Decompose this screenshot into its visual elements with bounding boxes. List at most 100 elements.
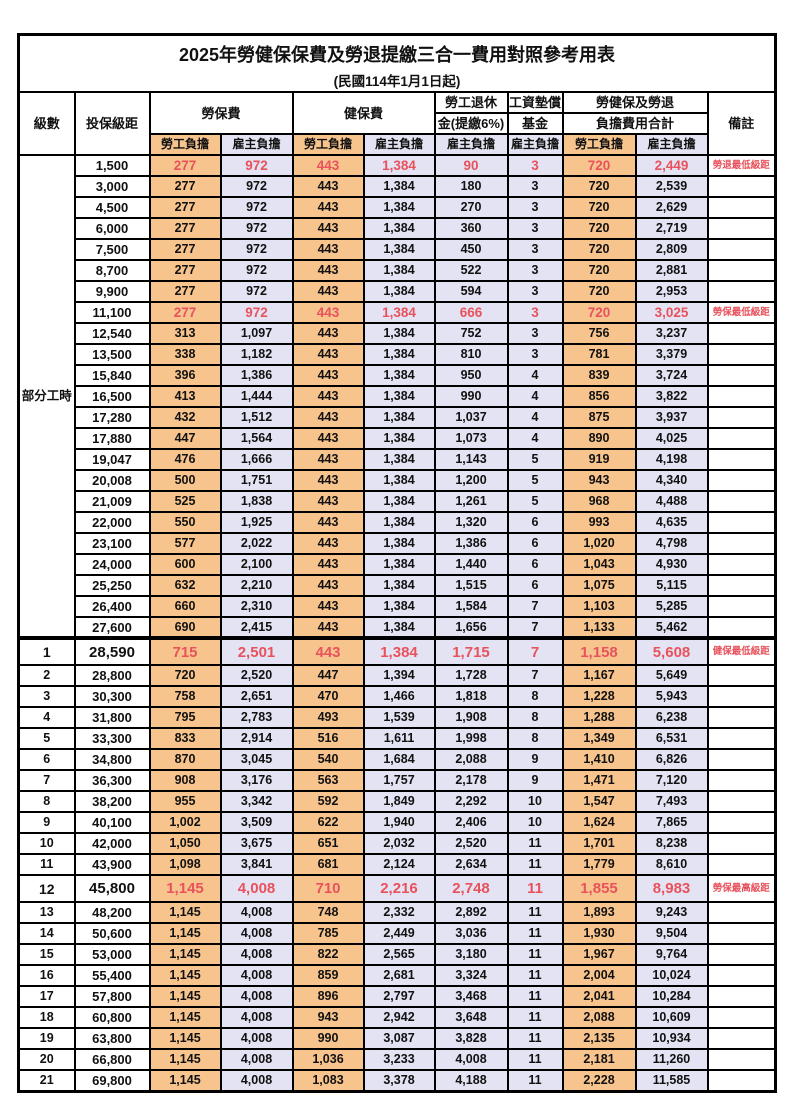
pension-cell: 2,892 [433, 901, 509, 924]
labor-ins-employee-cell: 1,145 [148, 1069, 222, 1092]
health-ins-employee-cell: 443 [291, 238, 365, 261]
remark-cell [706, 574, 777, 597]
wage-fund-cell: 11 [506, 901, 564, 924]
total-employer-cell: 5,649 [634, 664, 709, 687]
health-ins-employee-cell: 651 [291, 832, 365, 855]
level-cell: 9 [17, 811, 76, 834]
pension-cell: 2,634 [433, 853, 509, 876]
remark-cell [706, 616, 777, 639]
pension-cell: 3,036 [433, 922, 509, 945]
subheader-pension-employer: 雇主負擔 [433, 133, 509, 156]
remark-cell [706, 790, 777, 813]
subheader-labor-ins-employee: 勞工負擔 [148, 133, 222, 156]
wage-fund-cell: 5 [506, 448, 564, 471]
bracket-cell: 69,800 [73, 1069, 151, 1092]
title-cell: 2025年勞健保保費及勞退提繳三合一費用對照參考用表 (民國114年1月1日起) [17, 33, 777, 93]
level-cell: 3 [17, 685, 76, 708]
health-ins-employee-cell: 443 [291, 175, 365, 198]
pension-cell: 1,728 [433, 664, 509, 687]
remark-cell [706, 490, 777, 513]
health-ins-employer-cell: 1,384 [362, 364, 436, 387]
table-row: 13,500 338 1,182 443 1,384 810 3 781 3,379 [19, 343, 777, 366]
total-employer-cell: 4,635 [634, 511, 709, 534]
labor-ins-employee-cell: 715 [148, 636, 222, 666]
table-row: 21 69,800 1,145 4,008 1,083 3,378 4,188 11 2,228… [17, 1069, 777, 1092]
remark-cell [706, 427, 777, 450]
total-employer-cell: 2,719 [634, 217, 709, 240]
table-row: 3 30,300 758 2,651 470 1,466 1,818 8 1,228 5,943 [17, 685, 777, 708]
labor-ins-employer-cell: 3,045 [219, 748, 294, 771]
table-row: 17 57,800 1,145 4,008 896 2,797 3,468 11 2,041 10… [17, 985, 777, 1008]
labor-ins-employee-cell: 277 [148, 259, 222, 282]
subheader-labor-ins-employer: 雇主負擔 [219, 133, 294, 156]
bracket-cell: 17,280 [73, 406, 151, 429]
total-employee-cell: 943 [561, 469, 637, 492]
labor-ins-employee-cell: 1,145 [148, 874, 222, 903]
total-employer-cell: 11,585 [634, 1069, 709, 1092]
labor-ins-employer-cell: 972 [219, 175, 294, 198]
health-ins-employee-cell: 443 [291, 196, 365, 219]
total-employer-cell: 3,237 [634, 322, 709, 345]
labor-ins-employer-cell: 972 [219, 196, 294, 219]
health-ins-employer-cell: 1,757 [362, 769, 436, 792]
health-ins-employee-cell: 443 [291, 364, 365, 387]
total-employer-cell: 7,120 [634, 769, 709, 792]
health-ins-employer-cell: 3,087 [362, 1027, 436, 1050]
wage-fund-cell: 3 [506, 280, 564, 303]
table-row: 15 53,000 1,145 4,008 822 2,565 3,180 11 1,967 9,… [17, 943, 777, 966]
header-row-3: 勞工負擔 雇主負擔 勞工負擔 雇主負擔 雇主負擔 雇主負擔 勞工負擔 雇主負擔 [19, 133, 776, 156]
health-ins-employer-cell: 1,849 [362, 790, 436, 813]
total-employee-cell: 720 [561, 259, 637, 282]
labor-ins-employee-cell: 955 [148, 790, 222, 813]
labor-ins-employer-cell: 3,176 [219, 769, 294, 792]
bracket-cell: 27,600 [73, 616, 151, 639]
pension-cell: 2,178 [433, 769, 509, 792]
wage-fund-cell: 7 [506, 636, 564, 666]
labor-ins-employee-cell: 1,050 [148, 832, 222, 855]
labor-ins-employee-cell: 500 [148, 469, 222, 492]
total-employer-cell: 2,539 [634, 175, 709, 198]
wage-fund-cell: 10 [506, 790, 564, 813]
labor-ins-employee-cell: 1,002 [148, 811, 222, 834]
health-ins-employer-cell: 1,384 [362, 490, 436, 513]
pension-cell: 594 [433, 280, 509, 303]
total-employee-cell: 993 [561, 511, 637, 534]
labor-ins-employer-cell: 4,008 [219, 943, 294, 966]
health-ins-employer-cell: 1,384 [362, 427, 436, 450]
health-ins-employee-cell: 822 [291, 943, 365, 966]
level-cell: 17 [17, 985, 76, 1008]
table-row: 6,000 277 972 443 1,384 360 3 720 2,719 [19, 217, 777, 240]
bracket-cell: 1,500 [73, 154, 151, 177]
wage-fund-cell: 3 [506, 301, 564, 324]
health-ins-employee-cell: 990 [291, 1027, 365, 1050]
health-ins-employer-cell: 1,539 [362, 706, 436, 729]
page-subtitle: (民國114年1月1日起) [333, 74, 461, 89]
pension-cell: 360 [433, 217, 509, 240]
wage-fund-cell: 3 [506, 217, 564, 240]
wage-fund-cell: 11 [506, 832, 564, 855]
remark-cell [706, 280, 777, 303]
wage-fund-cell: 7 [506, 616, 564, 639]
wage-fund-cell: 11 [506, 1027, 564, 1050]
total-employer-cell: 4,798 [634, 532, 709, 555]
pension-cell: 180 [433, 175, 509, 198]
remark-cell [706, 1069, 777, 1092]
wage-fund-cell: 4 [506, 427, 564, 450]
bracket-cell: 53,000 [73, 943, 151, 966]
wage-fund-cell: 8 [506, 706, 564, 729]
table-row: 24,000 600 2,100 443 1,384 1,440 6 1,043 4,930 [19, 553, 777, 576]
labor-ins-employer-cell: 1,097 [219, 322, 294, 345]
health-ins-employer-cell: 3,233 [362, 1048, 436, 1071]
pension-cell: 2,406 [433, 811, 509, 834]
remark-cell [706, 364, 777, 387]
labor-ins-employee-cell: 277 [148, 196, 222, 219]
health-ins-employee-cell: 592 [291, 790, 365, 813]
bracket-cell: 31,800 [73, 706, 151, 729]
labor-ins-employee-cell: 660 [148, 595, 222, 618]
wage-fund-cell: 11 [506, 853, 564, 876]
table-row: 18 60,800 1,145 4,008 943 2,942 3,648 11 2,088 10… [17, 1006, 777, 1029]
table-row: 25,250 632 2,210 443 1,384 1,515 6 1,075 5,115 [19, 574, 777, 597]
health-ins-employer-cell: 1,384 [362, 595, 436, 618]
labor-ins-employer-cell: 4,008 [219, 1027, 294, 1050]
health-ins-employee-cell: 443 [291, 280, 365, 303]
